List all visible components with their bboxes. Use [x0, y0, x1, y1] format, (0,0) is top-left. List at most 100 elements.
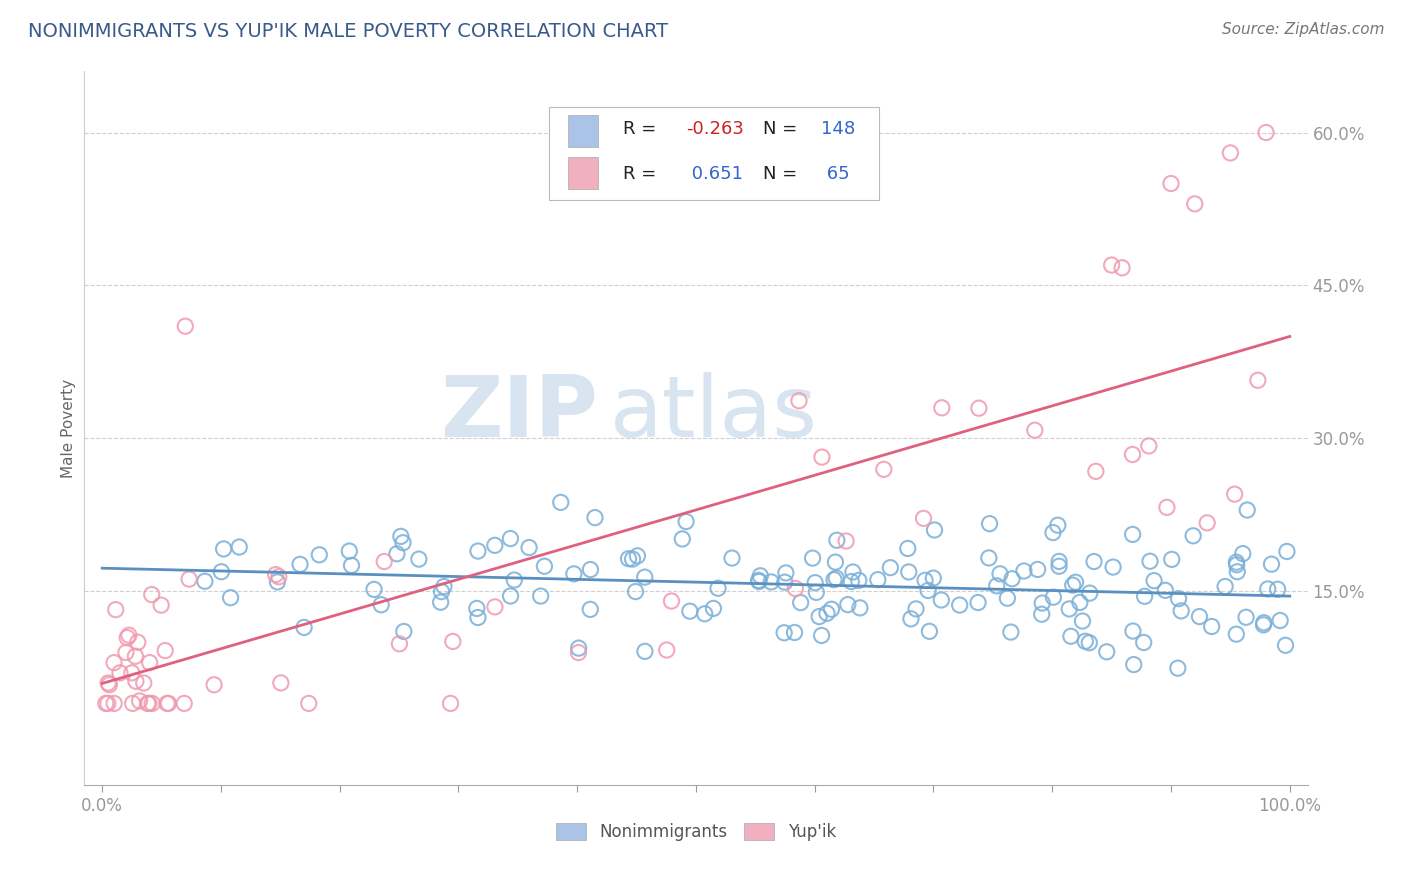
Point	[789, 596, 811, 610]
Point	[842, 565, 865, 579]
Point	[150, 598, 173, 612]
Point	[467, 544, 489, 558]
Point	[153, 643, 176, 657]
Point	[810, 628, 832, 642]
Point	[661, 594, 683, 608]
Point	[808, 609, 831, 624]
Point	[825, 533, 848, 548]
Point	[98, 678, 121, 692]
Point	[1122, 527, 1144, 541]
Point	[228, 540, 250, 554]
Text: 0.651: 0.651	[686, 165, 744, 183]
Point	[897, 565, 920, 579]
Point	[579, 602, 602, 616]
Text: ZIP: ZIP	[440, 372, 598, 456]
Point	[1170, 604, 1192, 618]
Point	[823, 573, 845, 587]
Point	[986, 579, 1008, 593]
Point	[499, 532, 522, 546]
Point	[811, 450, 834, 464]
Point	[173, 697, 195, 711]
Text: atlas: atlas	[610, 372, 818, 456]
Point	[1226, 558, 1249, 572]
Point	[1182, 529, 1205, 543]
Point	[918, 624, 941, 639]
Point	[567, 646, 589, 660]
Point	[97, 676, 120, 690]
Point	[389, 529, 412, 543]
Point	[848, 574, 870, 588]
Point	[1223, 487, 1246, 501]
Point	[1254, 126, 1277, 140]
FancyBboxPatch shape	[550, 107, 880, 200]
Point	[679, 604, 702, 618]
Point	[1267, 582, 1289, 597]
Point	[484, 599, 506, 614]
Point	[103, 697, 125, 711]
Text: N =: N =	[763, 165, 803, 183]
Point	[787, 393, 810, 408]
Point	[655, 643, 678, 657]
Point	[212, 541, 235, 556]
Point	[433, 580, 456, 594]
Point	[118, 628, 141, 642]
Point	[1026, 562, 1049, 576]
Point	[837, 598, 859, 612]
Point	[977, 550, 1000, 565]
Point	[267, 570, 290, 584]
Point	[503, 573, 526, 587]
Point	[97, 697, 120, 711]
Point	[392, 624, 415, 639]
Point	[1184, 197, 1206, 211]
Point	[825, 571, 848, 585]
Point	[1095, 645, 1118, 659]
Point	[94, 697, 117, 711]
Point	[824, 555, 846, 569]
Point	[1213, 580, 1236, 594]
Point	[1275, 544, 1298, 558]
Point	[1122, 447, 1144, 461]
Point	[1236, 503, 1258, 517]
Point	[931, 401, 953, 415]
Point	[136, 697, 159, 711]
Point	[1160, 552, 1182, 566]
Point	[465, 601, 488, 615]
Point	[806, 585, 828, 599]
Point	[408, 552, 430, 566]
Point	[914, 574, 936, 588]
Point	[624, 584, 647, 599]
Point	[467, 610, 489, 624]
Point	[124, 649, 146, 664]
Point	[219, 591, 242, 605]
Point	[499, 589, 522, 603]
Point	[931, 593, 953, 607]
Point	[1167, 661, 1189, 675]
Point	[1047, 559, 1070, 574]
Point	[873, 462, 896, 476]
Point	[1274, 638, 1296, 652]
Point	[128, 694, 150, 708]
Point	[568, 641, 591, 656]
Point	[1101, 258, 1123, 272]
Point	[298, 697, 321, 711]
Point	[337, 544, 360, 558]
Text: N =: N =	[763, 120, 803, 138]
Point	[1197, 516, 1219, 530]
Point	[156, 697, 179, 711]
Point	[917, 583, 939, 598]
Point	[484, 538, 506, 552]
Point	[1219, 145, 1241, 160]
Point	[773, 575, 796, 590]
Point	[748, 574, 770, 589]
Point	[1042, 591, 1064, 605]
Point	[264, 567, 287, 582]
Point	[1122, 624, 1144, 638]
Point	[103, 656, 125, 670]
Point	[1226, 565, 1249, 579]
Point	[967, 595, 990, 609]
Point	[1074, 634, 1097, 648]
Point	[125, 674, 148, 689]
Point	[1000, 625, 1022, 640]
Point	[1078, 636, 1101, 650]
Point	[922, 571, 945, 585]
